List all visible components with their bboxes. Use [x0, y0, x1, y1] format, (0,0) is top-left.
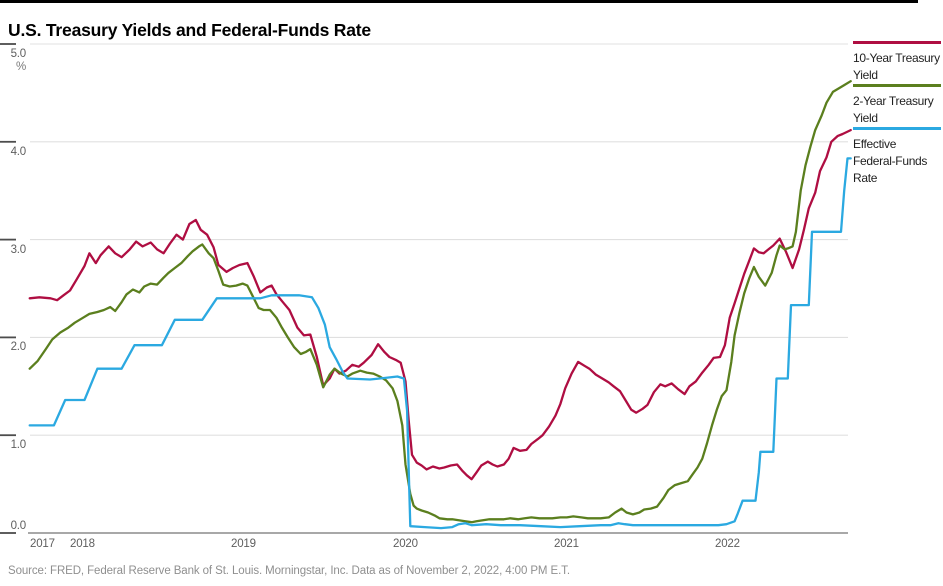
legend-swatch-2-year-treasury-yield	[853, 84, 941, 87]
y-axis-label: 1.0	[10, 439, 27, 452]
top-rule	[0, 0, 918, 3]
x-axis-label: 2022	[715, 538, 740, 550]
x-axis-label: 2017	[30, 538, 55, 550]
legend-swatch-10-year-treasury-yield	[853, 41, 941, 44]
legend-label: 2-Year Treasury Yield	[853, 94, 934, 125]
legend-item-effective-federal-funds-rate: Effective Federal-Funds Rate	[853, 127, 941, 187]
series-line-effective-federal-funds-rate	[28, 157, 852, 530]
x-axis-label: 2019	[231, 538, 256, 550]
x-axis-label: 2020	[393, 538, 418, 550]
legend-item-2-year-treasury-yield: 2-Year Treasury Yield	[853, 84, 941, 127]
x-axis-label: 2018	[70, 538, 95, 550]
series-line-2-year-treasury-yield	[28, 80, 852, 524]
yield-chart-canvas	[0, 43, 852, 534]
series-line-10-year-treasury-yield	[28, 128, 852, 481]
page-title: U.S. Treasury Yields and Federal-Funds R…	[8, 19, 371, 40]
x-axis-label: 2021	[554, 538, 579, 550]
y-axis-label: 0.0	[10, 520, 27, 532]
y-axis-label: 3.0	[10, 243, 27, 256]
y-axis-unit-label: %	[15, 61, 26, 73]
legend-swatch-effective-federal-funds-rate	[853, 127, 941, 130]
y-axis-label: 4.0	[10, 145, 27, 158]
legend: 10-Year Treasury Yield 2-Year Treasury Y…	[853, 41, 941, 187]
legend-item-10-year-treasury-yield: 10-Year Treasury Yield	[853, 41, 941, 84]
source-note: Source: FRED, Federal Reserve Bank of St…	[8, 565, 570, 577]
legend-label: Effective Federal-Funds Rate	[853, 137, 928, 185]
y-axis-label: 2.0	[10, 341, 27, 354]
legend-label: 10-Year Treasury Yield	[853, 51, 940, 82]
y-axis-label: 5.0%	[0, 48, 27, 74]
